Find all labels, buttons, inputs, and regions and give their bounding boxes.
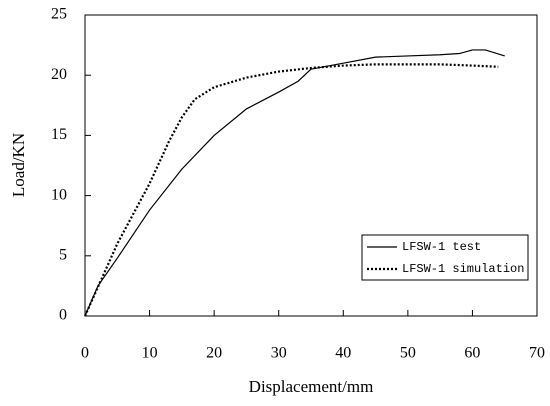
y-axis-label: Load/KN xyxy=(9,133,28,197)
x-tick-label: 10 xyxy=(142,345,158,362)
x-tick-label: 40 xyxy=(335,345,351,362)
x-axis-label: Displacement/mm xyxy=(249,377,374,396)
x-tick-label: 20 xyxy=(206,345,222,362)
legend-label: LFSW-1 test xyxy=(402,240,481,254)
y-tick-label: 0 xyxy=(59,307,67,324)
plot-frame xyxy=(84,14,538,317)
y-tick-label: 25 xyxy=(51,6,67,23)
series-line xyxy=(84,49,505,317)
x-tick-label: 60 xyxy=(464,345,480,362)
y-tick-label: 5 xyxy=(59,246,67,263)
x-tick-label: 70 xyxy=(529,345,545,362)
x-tick-label: 50 xyxy=(400,345,416,362)
x-tick-label: 0 xyxy=(81,345,89,362)
y-tick-label: 10 xyxy=(51,186,67,203)
legend-box xyxy=(361,234,529,281)
series-line xyxy=(83,63,499,317)
y-tick-label: 15 xyxy=(51,126,67,143)
legend-label: LFSW-1 simulation xyxy=(402,262,524,276)
y-tick-label: 20 xyxy=(51,66,67,83)
x-tick-label: 30 xyxy=(271,345,287,362)
